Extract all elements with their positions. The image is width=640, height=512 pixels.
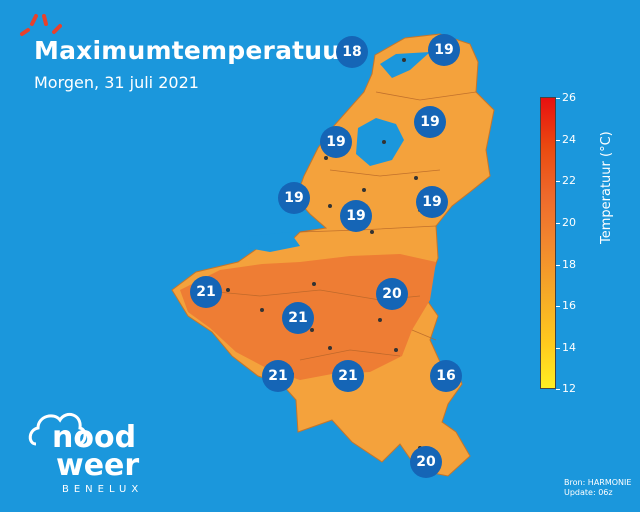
temp-badge: 20	[376, 278, 408, 310]
map-title: Maximumtemperatuur	[34, 36, 353, 65]
brand-sun-icon	[20, 14, 62, 36]
temp-badge: 20	[410, 446, 442, 478]
waddenzee	[380, 52, 430, 78]
legend-tick: 24	[556, 133, 576, 146]
temp-badge: 21	[190, 276, 222, 308]
update-label: Update: 06z	[564, 488, 613, 497]
logo-benelux: BENELUX	[62, 484, 144, 495]
temp-badge: 16	[430, 360, 462, 392]
legend-tick: 22	[556, 174, 576, 187]
source-info: Bron: HARMONIE Update: 06z	[564, 478, 631, 498]
temp-badge: 19	[278, 182, 310, 214]
source-label: Bron: HARMONIE	[564, 478, 632, 487]
cloud-logo-icon	[28, 412, 87, 446]
temp-badge: 21	[282, 302, 314, 334]
zeeland-water	[248, 232, 300, 252]
legend-title: Temperatuur (°C)	[599, 131, 614, 244]
legend-tick: 16	[556, 299, 576, 312]
land-mass	[171, 33, 495, 477]
logo-line2: weer	[56, 448, 140, 483]
temp-badge: 19	[340, 200, 372, 232]
temp-badge: 18	[336, 36, 368, 68]
ijsselmeer	[356, 118, 404, 166]
map-subtitle: Morgen, 31 juli 2021	[34, 73, 199, 92]
legend-tick: 18	[556, 258, 576, 271]
temp-badge: 19	[428, 34, 460, 66]
legend-tick: 26	[556, 91, 576, 104]
temperature-colorbar	[540, 97, 556, 389]
temp-badge: 19	[320, 126, 352, 158]
logo-line1: nood	[52, 420, 137, 455]
legend-tick: 20	[556, 216, 576, 229]
temp-badge: 19	[414, 106, 446, 138]
temp-badge: 21	[332, 360, 364, 392]
legend-tick: 14	[556, 341, 576, 354]
temp-badge: 21	[262, 360, 294, 392]
temp-badge: 19	[416, 186, 448, 218]
legend-tick: 12	[556, 382, 576, 395]
